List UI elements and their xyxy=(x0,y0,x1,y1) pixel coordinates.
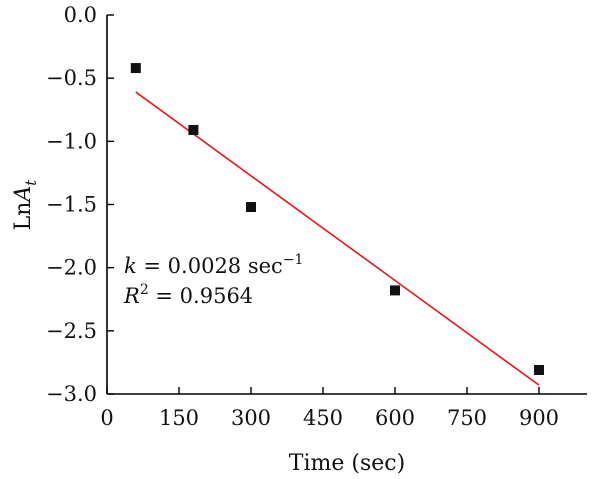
regression-line xyxy=(135,91,540,386)
y-tick-label: −2.5 xyxy=(46,319,97,343)
data-point xyxy=(246,202,256,213)
r-squared-annotation: R2 = 0.9564 xyxy=(123,282,253,308)
r-exponent: 2 xyxy=(140,282,149,298)
ticks: 0 150 300 450 600 750 900 0.0 −0.5 −1.0 −1.5 −2.0 −2… xyxy=(46,3,559,430)
y-tick-label: −2.0 xyxy=(46,256,97,280)
x-tick-label: 300 xyxy=(231,406,271,430)
x-axis-title: Time (sec) xyxy=(289,451,405,476)
y-axis-title-var: A xyxy=(11,186,36,204)
y-axis-title: LnAt xyxy=(11,179,40,231)
data-point xyxy=(130,63,141,74)
rate-constant-annotation: k = 0.0028 sec−1 xyxy=(124,252,303,278)
k-symbol: k xyxy=(124,254,137,278)
fit-line-group xyxy=(135,91,540,386)
r-value: = 0.9564 xyxy=(149,284,253,308)
y-axis-title-sub: t xyxy=(22,179,40,186)
x-tick-label: 900 xyxy=(519,406,559,430)
x-tick-label: 150 xyxy=(159,406,199,430)
x-tick-label: 600 xyxy=(375,406,415,430)
y-axis-title-base: Ln xyxy=(11,202,36,231)
data-point xyxy=(534,364,544,375)
axes xyxy=(106,15,587,395)
r-symbol: R xyxy=(123,284,140,308)
y-tick-label: −3.0 xyxy=(46,382,97,406)
data-point xyxy=(390,285,400,296)
y-tick-label: 0.0 xyxy=(64,3,97,27)
y-tick-label: −0.5 xyxy=(46,66,97,90)
y-tick-label: −1.0 xyxy=(46,129,97,153)
x-tick-label: 0 xyxy=(100,406,113,430)
y-tick-label: −1.5 xyxy=(46,193,97,217)
k-exponent: −1 xyxy=(283,252,304,268)
data-point xyxy=(188,124,199,135)
x-tick-label: 450 xyxy=(303,406,343,430)
k-value: = 0.0028 sec xyxy=(137,254,283,278)
x-tick-label: 750 xyxy=(447,406,487,430)
data-points xyxy=(130,63,544,375)
